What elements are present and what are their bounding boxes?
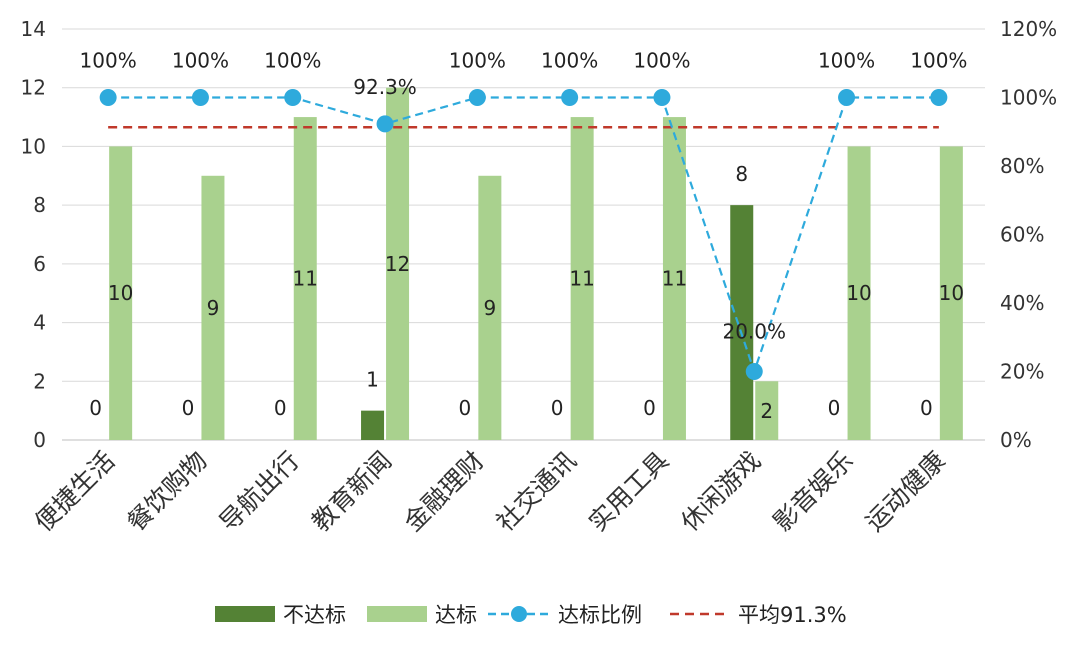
y-right-tick: 100% (1000, 86, 1057, 110)
y-axis-right: 0% 20% 40% 60% 80% 100% 120% (1000, 17, 1057, 452)
bar-label-qualified: 10 (108, 281, 133, 305)
y-right-tick: 0% (1000, 428, 1032, 452)
bar-label-not-qualified: 0 (828, 396, 841, 420)
ratio-line-path (108, 96, 939, 375)
bar-qualified (755, 381, 779, 440)
y-left-tick: 8 (33, 193, 46, 217)
y-left-tick: 0 (33, 428, 46, 452)
bar-label-qualified: 10 (939, 281, 964, 305)
x-tick-label: 便捷生活 (29, 446, 120, 537)
ratio-label: 100% (449, 49, 506, 73)
bar-label-not-qualified: 0 (458, 396, 471, 420)
bar-qualified (293, 117, 317, 441)
bar-label-not-qualified: 0 (89, 396, 102, 420)
y-left-tick: 10 (21, 134, 46, 158)
x-tick-label: 实用工具 (583, 446, 674, 537)
bar-qualified (847, 146, 871, 440)
ratio-label: 100% (80, 49, 137, 73)
y-left-tick: 12 (21, 76, 46, 100)
bar-qualified (662, 117, 686, 441)
bar-label-qualified: 2 (760, 399, 773, 423)
bar-not-qualified (361, 410, 385, 440)
bar-label-qualified: 11 (662, 267, 687, 291)
legend-label-not-qualified: 不达标 (283, 603, 346, 627)
y-right-tick: 60% (1000, 223, 1044, 247)
bar-label-not-qualified: 0 (274, 396, 287, 420)
x-axis-labels: 便捷生活 餐饮购物 导航出行 教育新闻 金融理财 社交通讯 实用工具 休闲游戏 影音娱乐 运动健康 (29, 446, 951, 537)
ratio-label: 100% (264, 49, 321, 73)
bars (109, 87, 963, 441)
bar-qualified (570, 117, 594, 441)
x-tick-label: 休闲游戏 (675, 446, 766, 537)
bar-qualified (386, 87, 410, 440)
x-tick-label: 导航出行 (214, 446, 305, 537)
x-tick-label: 社交通讯 (491, 446, 582, 537)
ratio-label: 100% (172, 49, 229, 73)
ratio-marker (191, 89, 209, 106)
ratio-marker (745, 363, 763, 380)
y-left-tick: 6 (33, 252, 46, 276)
legend-label-qualified: 达标 (435, 603, 477, 627)
bar-label-qualified: 12 (385, 252, 410, 276)
ratio-marker (376, 115, 394, 133)
ratio-marker (838, 89, 856, 106)
ratio-line: 100% 100% 100% 92.3% 100% 100% 100% 20.0% 100% 10… (80, 49, 967, 380)
x-tick-label: 影音娱乐 (768, 446, 859, 537)
bar-label-not-qualified: 0 (551, 396, 564, 420)
bar-qualified (109, 146, 133, 440)
ratio-label: 100% (910, 49, 967, 73)
x-tick-label: 教育新闻 (306, 446, 397, 537)
x-tick-label: 餐饮购物 (121, 446, 212, 537)
ratio-label: 100% (541, 49, 598, 73)
ratio-marker (468, 89, 486, 106)
bar-qualified (478, 175, 502, 441)
legend: 不达标 达标 达标比例 平均91.3% (215, 603, 847, 627)
x-tick-label: 金融理财 (398, 446, 489, 537)
bar-label-not-qualified: 0 (920, 396, 933, 420)
bar-qualified (939, 146, 963, 440)
ratio-marker (561, 89, 579, 106)
legend-marker-ratio (511, 606, 527, 622)
ratio-label: 100% (818, 49, 875, 73)
bar-label-not-qualified: 1 (366, 368, 379, 392)
legend-label-ratio: 达标比例 (558, 603, 642, 627)
bar-qualified (201, 175, 225, 441)
bar-label-not-qualified: 0 (182, 396, 195, 420)
ratio-marker (930, 89, 948, 106)
ratio-marker (99, 89, 117, 106)
bar-label-qualified: 11 (569, 267, 594, 291)
y-right-tick: 80% (1000, 154, 1044, 178)
y-left-tick: 14 (21, 17, 46, 41)
legend-label-average: 平均91.3% (738, 603, 847, 627)
ratio-label: 20.0% (722, 320, 786, 344)
y-right-tick: 120% (1000, 17, 1057, 41)
ratio-label: 92.3% (353, 75, 417, 99)
x-tick-label: 运动健康 (860, 446, 951, 537)
bar-label-qualified: 10 (846, 281, 871, 305)
y-right-tick: 20% (1000, 360, 1044, 384)
y-axis-left: 0 2 4 6 8 10 12 14 (21, 17, 46, 452)
legend-swatch-qualified (367, 606, 427, 622)
y-left-tick: 2 (33, 369, 46, 393)
bar-label-qualified: 9 (207, 296, 220, 320)
bar-label-qualified: 11 (293, 267, 318, 291)
legend-swatch-not-qualified (215, 606, 275, 622)
bar-label-not-qualified: 0 (643, 396, 656, 420)
y-left-tick: 4 (33, 311, 46, 335)
y-right-tick: 40% (1000, 291, 1044, 315)
ratio-marker (284, 89, 302, 106)
bar-label-not-qualified: 8 (735, 162, 748, 186)
ratio-marker (653, 89, 671, 106)
bar-label-qualified: 9 (483, 296, 496, 320)
ratio-label: 100% (633, 49, 690, 73)
bar-not-qualified (730, 205, 754, 440)
